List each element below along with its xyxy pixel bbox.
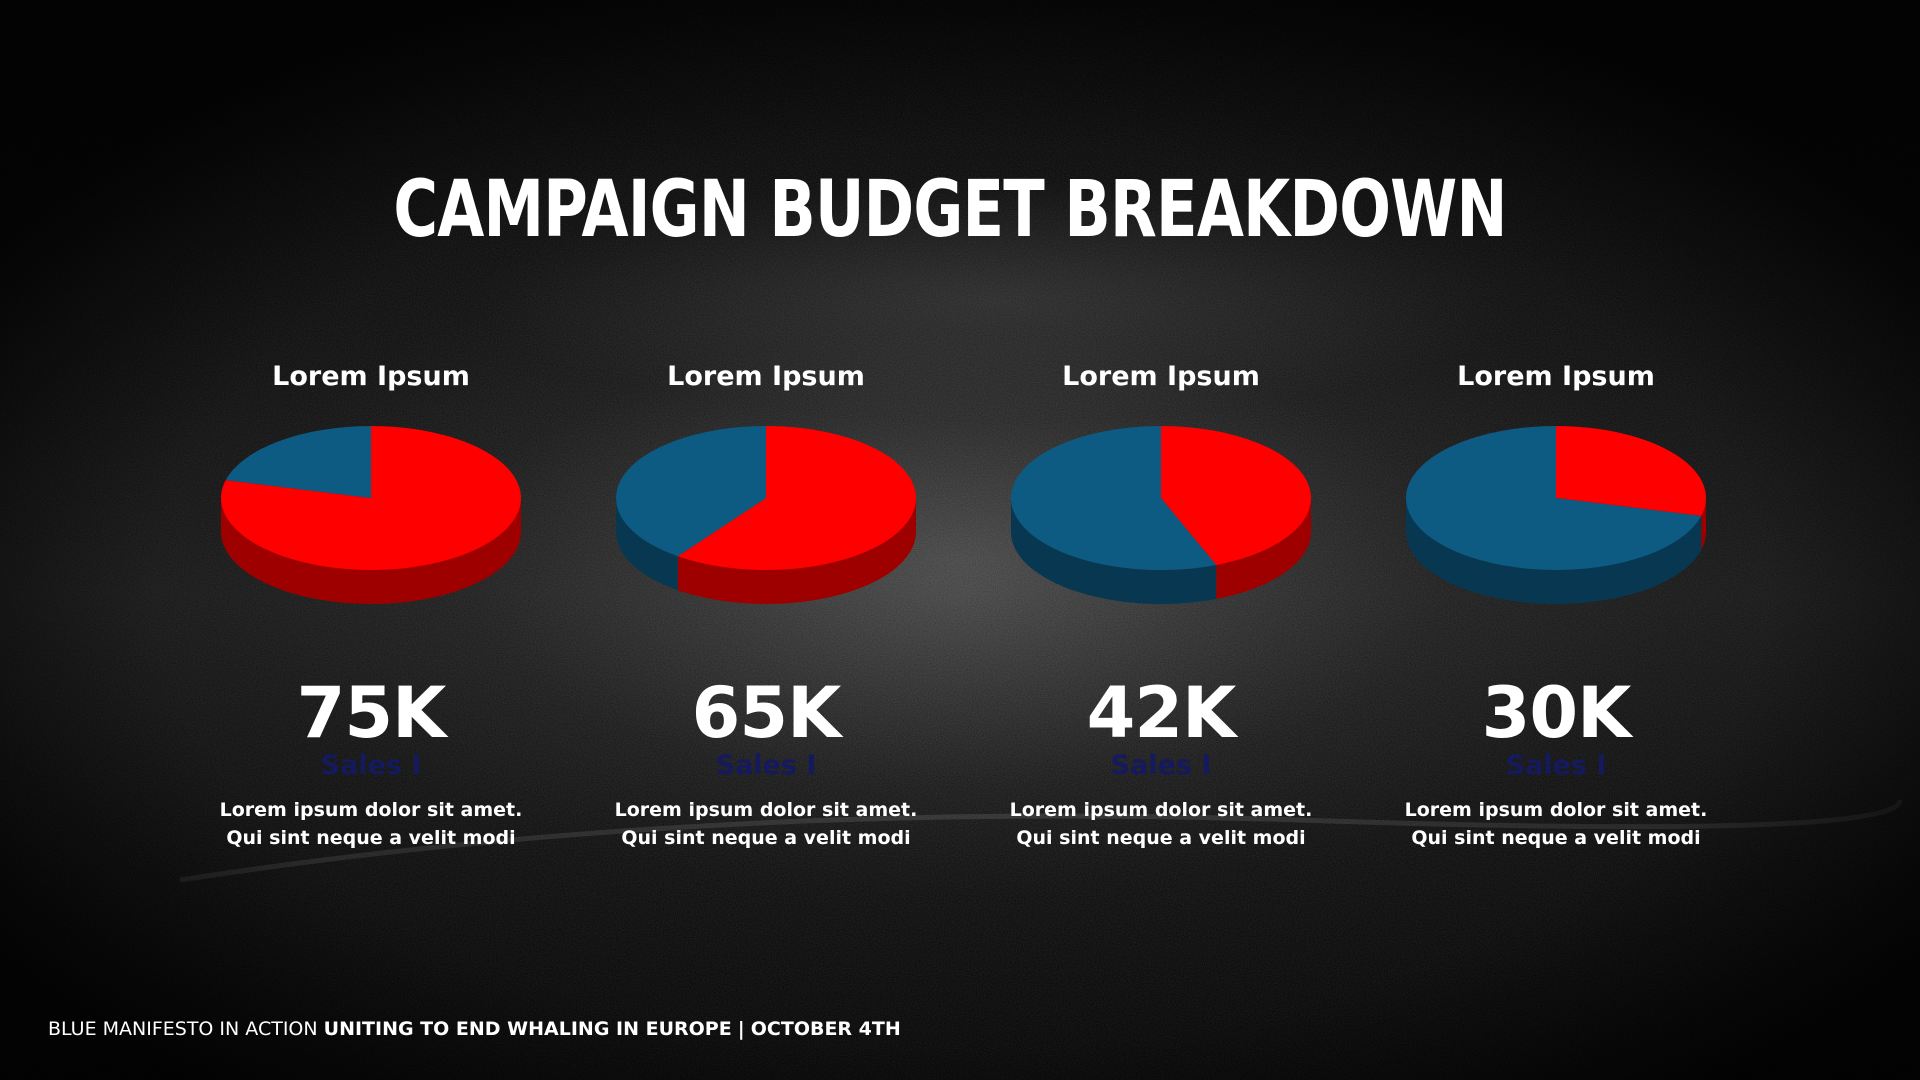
pie-slice-blue — [1406, 426, 1702, 570]
value-label: 42K — [1086, 672, 1237, 754]
sales-sublabel: Sales I — [1505, 750, 1607, 781]
pie-slice-blue — [616, 426, 766, 557]
chart-panel: Lorem Ipsum 30K Sales I Lorem ipsum dolo… — [1356, 360, 1756, 852]
chart-title: Lorem Ipsum — [272, 361, 470, 392]
footer-date: OCTOBER 4TH — [750, 1018, 901, 1040]
pie-slice-side-red — [1216, 498, 1311, 599]
pie-slice-blue — [225, 426, 371, 498]
pie-chart — [1011, 426, 1311, 604]
description-line: Qui sint neque a velit modi — [1016, 827, 1306, 849]
pie-slice-red — [677, 426, 916, 570]
pie-slice-side-red — [221, 498, 521, 604]
pie-chart — [221, 426, 521, 604]
footer-event: UNITING TO END WHALING IN EUROPE — [323, 1018, 732, 1040]
footer-separator: | — [737, 1018, 745, 1040]
pie-slice-blue — [1011, 426, 1217, 570]
value-label: 75K — [296, 672, 447, 754]
chart-title: Lorem Ipsum — [1457, 361, 1655, 392]
value-label: 65K — [691, 672, 842, 754]
description: Lorem ipsum dolor sit amet. Qui sint neq… — [1356, 796, 1756, 852]
footer-prefix: BLUE MANIFESTO IN ACTION — [48, 1018, 318, 1040]
pie-slice-red — [1556, 426, 1706, 516]
chart-panel: Lorem Ipsum 75K Sales I Lorem ipsum dolo… — [171, 360, 571, 852]
description-line: Qui sint neque a velit modi — [1411, 827, 1701, 849]
description: Lorem ipsum dolor sit amet. Qui sint neq… — [961, 796, 1361, 852]
chart-panel: Lorem Ipsum 65K Sales I Lorem ipsum dolo… — [566, 360, 966, 852]
description: Lorem ipsum dolor sit amet. Qui sint neq… — [566, 796, 966, 852]
pie-chart — [1406, 426, 1706, 604]
description: Lorem ipsum dolor sit amet. Qui sint neq… — [171, 796, 571, 852]
footer: BLUE MANIFESTO IN ACTION UNITING TO END … — [48, 1018, 901, 1040]
value-label: 30K — [1481, 672, 1632, 754]
pie-slice-side-red — [677, 498, 916, 604]
description-line: Qui sint neque a velit modi — [226, 827, 516, 849]
chart-panel: Lorem Ipsum 42K Sales I Lorem ipsum dolo… — [961, 360, 1361, 852]
pie-slice-side-blue — [1406, 498, 1702, 604]
chart-title: Lorem Ipsum — [667, 361, 865, 392]
sales-sublabel: Sales I — [320, 750, 422, 781]
description-line: Qui sint neque a velit modi — [621, 827, 911, 849]
slide-title: CAMPAIGN BUDGET BREAKDOWN — [393, 165, 1507, 255]
pie-slice-side-blue — [616, 498, 678, 591]
description-line: Lorem ipsum dolor sit amet. — [1404, 799, 1708, 821]
chart-title: Lorem Ipsum — [1062, 361, 1260, 392]
pie-slice-side-blue — [1011, 498, 1217, 604]
pie-slice-red — [1161, 426, 1311, 565]
sales-sublabel: Sales I — [715, 750, 817, 781]
pie-slice-side-red — [1701, 498, 1706, 550]
sales-sublabel: Sales I — [1110, 750, 1212, 781]
description-line: Lorem ipsum dolor sit amet. — [219, 799, 523, 821]
description-line: Lorem ipsum dolor sit amet. — [614, 799, 918, 821]
pie-chart — [616, 426, 916, 604]
description-line: Lorem ipsum dolor sit amet. — [1009, 799, 1313, 821]
